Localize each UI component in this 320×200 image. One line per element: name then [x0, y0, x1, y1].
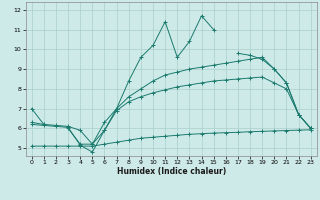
- X-axis label: Humidex (Indice chaleur): Humidex (Indice chaleur): [116, 167, 226, 176]
